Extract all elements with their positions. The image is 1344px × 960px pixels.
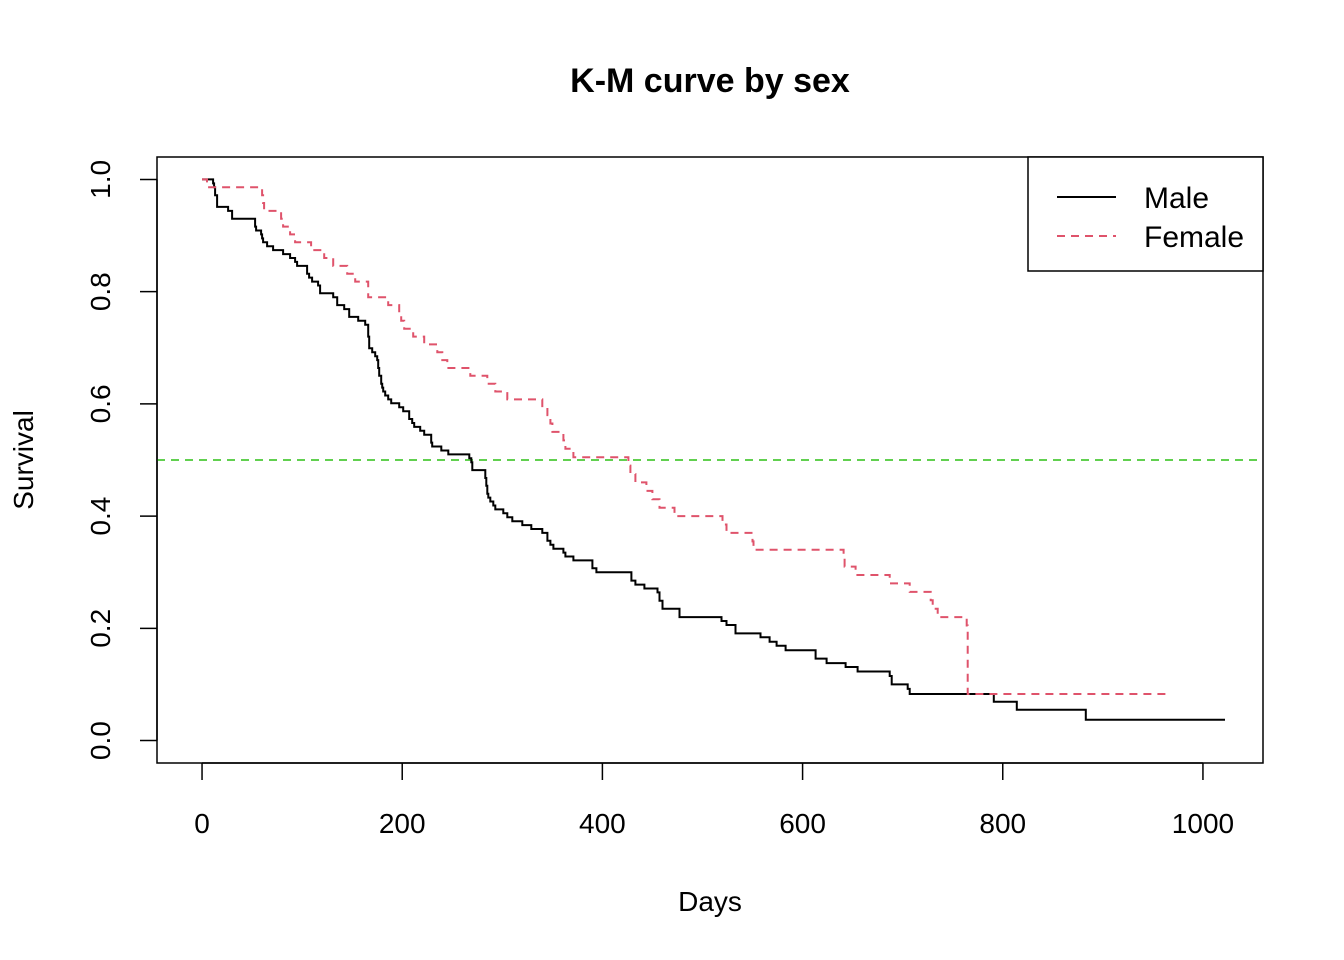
legend: Male Female	[1027, 156, 1264, 272]
x-tick-label: 200	[379, 808, 426, 839]
y-axis-label: Survival	[8, 410, 39, 510]
y-tick-label: 0.0	[85, 721, 116, 760]
x-tick-label: 800	[979, 808, 1026, 839]
y-tick-label: 0.2	[85, 609, 116, 648]
y-tick-label: 0.8	[85, 272, 116, 311]
legend-box	[1027, 156, 1264, 272]
x-tick-label: 400	[579, 808, 626, 839]
y-tick-label: 0.4	[85, 497, 116, 536]
y-tick-label: 0.6	[85, 384, 116, 423]
legend-label-male: Male	[1144, 182, 1209, 215]
y-tick-label: 1.0	[85, 160, 116, 199]
series-line-female	[202, 178, 1168, 695]
x-axis-label: Days	[678, 886, 742, 917]
chart-title: K-M curve by sex	[570, 62, 850, 100]
x-axis: 0 200 400 600 800 1000	[194, 762, 1234, 839]
x-tick-label: 1000	[1172, 808, 1234, 839]
series-line-male	[202, 178, 1225, 721]
series-layer	[202, 178, 1225, 721]
y-axis: 0.0 0.2 0.4 0.6 0.8 1.0	[85, 160, 158, 760]
x-tick-label: 0	[194, 808, 210, 839]
legend-label-female: Female	[1144, 221, 1244, 254]
x-tick-label: 600	[779, 808, 826, 839]
